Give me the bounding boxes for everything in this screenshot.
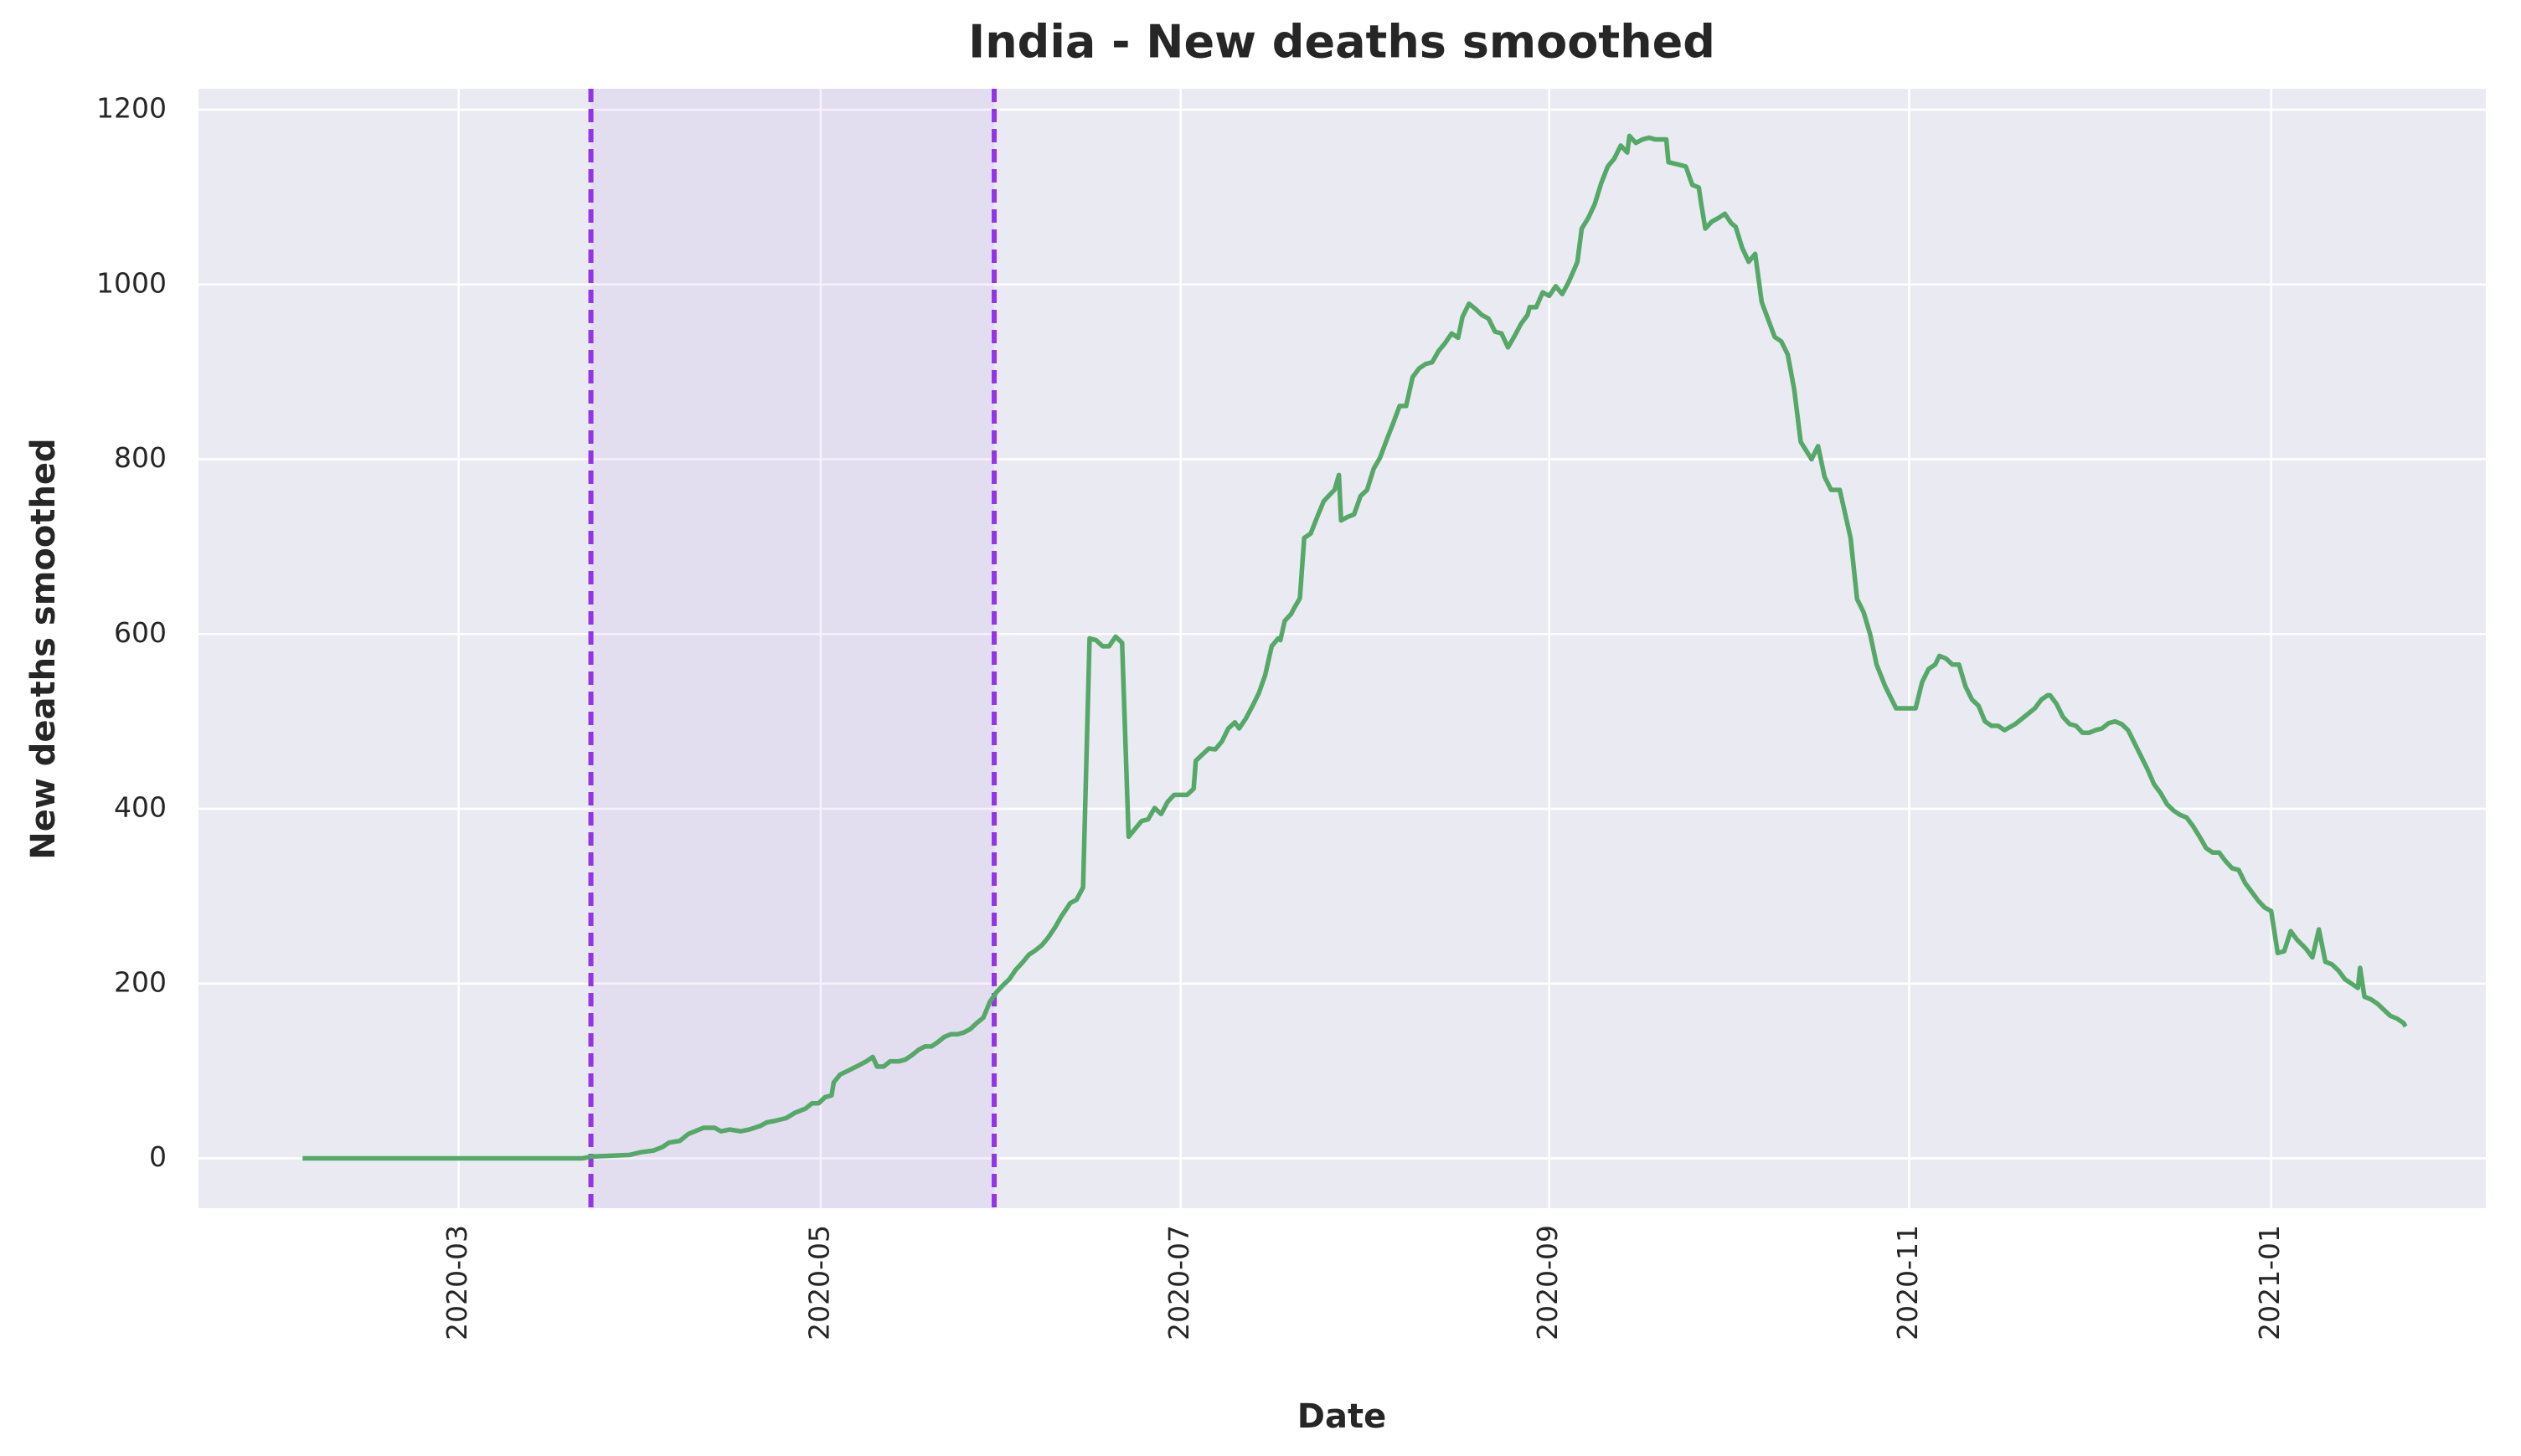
y-axis-label: New deaths smoothed (24, 438, 63, 859)
shaded-span (590, 89, 995, 1208)
y-tick-label: 800 (114, 441, 167, 474)
x-tick-label: 2020-11 (1891, 1225, 1924, 1340)
x-tick-label: 2020-03 (441, 1225, 473, 1340)
y-tick-label: 400 (114, 791, 167, 824)
y-tick-label: 600 (114, 616, 167, 649)
y-tick-label: 1200 (96, 92, 167, 125)
x-tick-label: 2021-01 (2253, 1225, 2286, 1340)
y-tick-label: 200 (114, 965, 167, 998)
plot-background (198, 89, 2486, 1208)
y-tick-label: 0 (149, 1140, 167, 1173)
x-tick-label: 2020-09 (1531, 1225, 1564, 1340)
data-line (302, 133, 2408, 1161)
chart-title: India - New deaths smoothed (968, 16, 1715, 69)
x-tick-label: 2020-05 (802, 1225, 835, 1340)
x-tick-label: 2020-07 (1163, 1225, 1195, 1340)
x-axis-label: Date (1297, 1397, 1386, 1436)
y-tick-label: 1000 (96, 266, 167, 299)
